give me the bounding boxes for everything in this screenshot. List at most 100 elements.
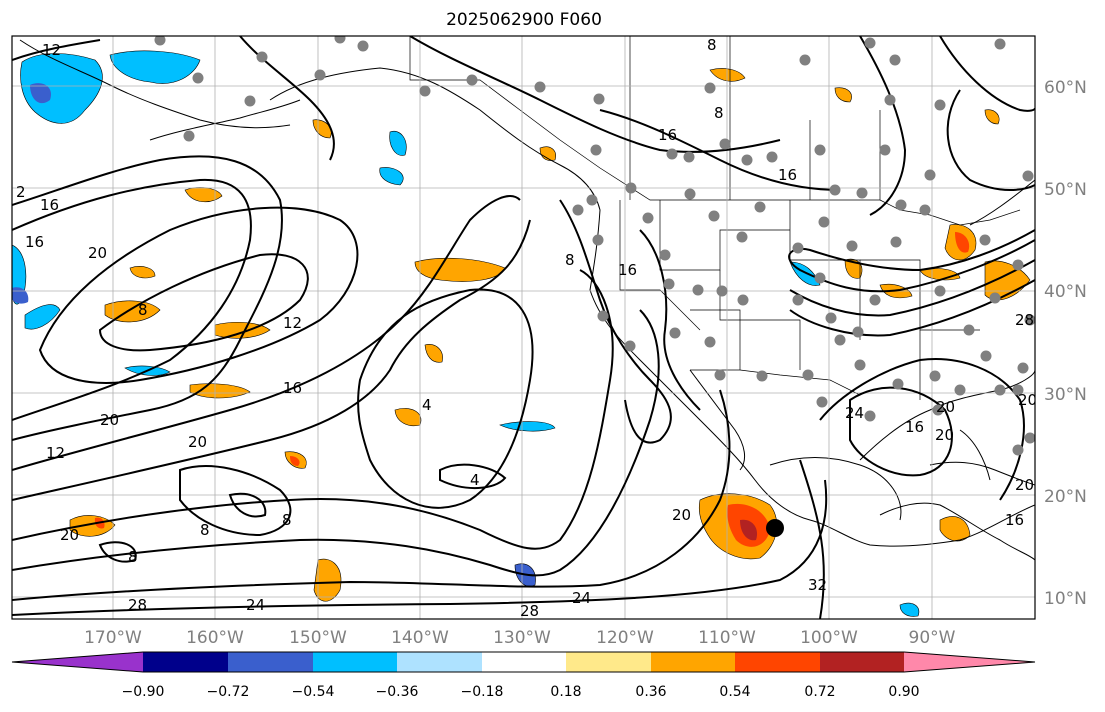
coastline-west [269, 67, 1035, 547]
contour-label: 16 [778, 166, 797, 184]
contour [939, 36, 1035, 112]
pos-core [290, 456, 300, 466]
contour [12, 195, 521, 471]
colorbar-segment [397, 652, 482, 672]
colorbar-tick-label: 0.36 [635, 684, 666, 700]
lon-label: 140°W [391, 628, 449, 648]
contour [599, 109, 841, 191]
political-borders [409, 36, 1021, 400]
neg-area [899, 602, 920, 617]
lon-label: 170°W [84, 628, 142, 648]
contour [357, 288, 534, 509]
baja-coast [689, 369, 746, 471]
pos-area [129, 266, 156, 279]
caribbean-islands [929, 461, 1035, 486]
pos-area [939, 516, 971, 542]
pos-area [424, 344, 443, 363]
contour-label: 24 [246, 596, 265, 614]
colorbar-tick-label: −0.72 [207, 684, 250, 700]
contour-label: 8 [707, 36, 717, 54]
contour [12, 269, 614, 550]
contour-label: 20 [88, 244, 107, 262]
pos-area [312, 119, 332, 139]
lat-label: 60°N [1044, 78, 1087, 98]
contour [12, 309, 660, 577]
station-markers [154, 36, 1035, 456]
map-background [12, 36, 1035, 619]
colorbar-tick-label: −0.36 [376, 684, 419, 700]
colorbar-tick-label: 0.54 [719, 684, 750, 700]
contour [38, 206, 359, 384]
colorbar-segment [820, 652, 904, 672]
map-title: 2025062900 F060 [446, 10, 602, 30]
neg-area [109, 50, 201, 84]
colorbar-segment [651, 652, 735, 672]
lon-label: 110°W [698, 628, 756, 648]
contour [12, 39, 101, 61]
contour-label: 20 [1018, 391, 1037, 409]
us-mexico-border [690, 369, 861, 396]
contour [409, 36, 781, 153]
contour-label: 28 [520, 602, 539, 620]
contour-label: 24 [572, 589, 591, 607]
contour-label: 8 [714, 104, 724, 122]
lon-label: 90°W [909, 628, 956, 648]
lat-label: 50°N [1044, 180, 1087, 200]
contour-label: 16 [1005, 511, 1024, 529]
contour [12, 479, 828, 616]
contour-label: 8 [138, 301, 148, 319]
contour-label-group: 12 8 16 8 2 16 20 8 12 16 20 20 12 4 4 8… [16, 36, 1037, 620]
contour-label: 8 [565, 251, 575, 269]
central-america [879, 502, 1035, 561]
pos-core [955, 232, 970, 253]
contour-label: 16 [40, 196, 59, 214]
colorbar-segment [566, 652, 651, 672]
contour [228, 492, 267, 518]
state-line [860, 259, 980, 331]
lon-label: 120°W [596, 628, 654, 648]
contour [12, 389, 731, 601]
contour [859, 36, 907, 216]
contour-label: 20 [935, 426, 954, 444]
state-line [690, 309, 741, 370]
contour-label: 16 [618, 261, 637, 279]
neg-area [499, 421, 556, 432]
lat-label: 40°N [1044, 282, 1087, 302]
pos-area [414, 257, 506, 282]
lon-label: 160°W [186, 628, 244, 648]
neg-core [30, 83, 51, 104]
lon-label: 150°W [289, 628, 347, 648]
contour-label: 24 [845, 404, 864, 422]
pos-area [709, 68, 746, 82]
contour-label: 8 [282, 511, 292, 529]
contour-label: 8 [128, 548, 138, 566]
contour-label: 8 [200, 521, 210, 539]
contour [439, 463, 507, 490]
state-line [619, 200, 701, 331]
colorbar-outline [11, 651, 1036, 673]
colorbar-segment [904, 652, 1035, 672]
canada-us-border [409, 36, 880, 201]
colorbar-segment [482, 652, 566, 672]
lon-label: 100°W [800, 628, 858, 648]
neg-area [389, 130, 407, 156]
contour-label: 28 [1015, 311, 1034, 329]
lon-label: 130°W [493, 628, 551, 648]
colorbar-segment [143, 652, 228, 672]
contour [98, 253, 309, 352]
colorbar-tick-label: 0.18 [550, 684, 581, 700]
contour-label: 20 [672, 506, 691, 524]
pos-area [834, 87, 852, 103]
longitude-labels: 170°W 160°W 150°W 140°W 130°W 120°W 110°… [84, 628, 956, 648]
contour-label: 20 [936, 398, 955, 416]
contour-label: 4 [422, 396, 432, 414]
contour-label: 32 [808, 576, 827, 594]
contour-label: 2 [16, 183, 26, 201]
state-line [789, 200, 861, 340]
coastlines [19, 39, 1035, 561]
colorbar-segment [735, 652, 820, 672]
aleutians [149, 99, 301, 141]
colorbar-segment [313, 652, 397, 672]
contour [788, 229, 1035, 293]
lat-label: 10°N [1044, 589, 1087, 609]
